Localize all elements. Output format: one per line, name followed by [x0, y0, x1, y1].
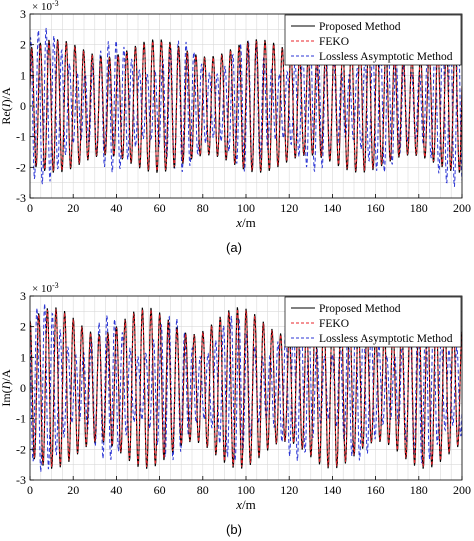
y-tick-label: -2 [16, 442, 26, 456]
legend-entry: Proposed Method [319, 21, 401, 33]
y-label-suffix: )/A [0, 369, 13, 385]
legend-entry: Lossless Asymptotic Method [319, 333, 453, 345]
y-tick-label: 2 [20, 38, 26, 52]
x-tick-label: 0 [27, 483, 33, 497]
exponent-base: × 10 [32, 283, 52, 295]
series-line-feko [30, 309, 462, 467]
legend-entry: Proposed Method [319, 303, 401, 315]
x-tick-label: 60 [154, 483, 166, 497]
y-tick-label: -1 [16, 130, 26, 144]
y-tick-label: -1 [16, 412, 26, 426]
legend-entry: FEKO [319, 36, 349, 48]
x-tick-label: 200 [453, 201, 471, 215]
chart-a: 0 20 40 60 80 100 120 140 160 180 200 -3 -2 -1 0 1 2 3 × 1… [0, 0, 471, 255]
x-tick-label: 120 [280, 483, 298, 497]
legend: Proposed Method FEKO Lossless Asymptotic M… [284, 296, 462, 348]
y-tick-label: -3 [16, 473, 26, 487]
x-axis-label: x/m [235, 497, 256, 512]
legend: Proposed Method FEKO Lossless Asymptotic M… [284, 14, 462, 66]
x-label-var: x [235, 215, 242, 230]
x-tick-label: 180 [410, 201, 428, 215]
series-group [30, 25, 462, 187]
x-tick-label: 80 [197, 201, 209, 215]
y-label-suffix: )/A [0, 87, 13, 103]
y-axis-label: Im(I)/A [0, 369, 13, 407]
x-tick-label: 140 [323, 483, 341, 497]
y-tick-label: 3 [20, 289, 26, 303]
legend-box [284, 296, 462, 348]
exponent-power: -3 [52, 0, 59, 8]
chart-b: 0 20 40 60 80 100 120 140 160 180 200 -3 -2 -1 0 1 2 3 × 1… [0, 281, 471, 537]
x-label-unit: /m [242, 497, 256, 512]
exponent-power: -3 [52, 281, 59, 290]
y-tick-label: 1 [20, 350, 26, 364]
legend-entry: Lossless Asymptotic Method [319, 51, 453, 63]
x-tick-label: 160 [367, 483, 385, 497]
x-tick-label: 120 [280, 201, 298, 215]
exponent-label: × 10-3 [32, 0, 59, 13]
legend-entry: FEKO [319, 318, 349, 330]
x-tick-label: 40 [110, 483, 122, 497]
legend-box [284, 14, 462, 66]
y-tick-label: 2 [20, 320, 26, 334]
x-tick-label: 20 [67, 201, 79, 215]
y-tick-label: 0 [20, 99, 26, 113]
y-tick-label: -2 [16, 160, 26, 174]
x-tick-label: 40 [110, 201, 122, 215]
x-tick-label: 0 [27, 201, 33, 215]
y-axis-label: Re(I)/A [0, 87, 13, 125]
series-line-feko [30, 40, 462, 172]
x-tick-label: 100 [237, 483, 255, 497]
y-tick-label: 1 [20, 68, 26, 82]
y-label-prefix: Re( [0, 107, 13, 124]
y-tick-label: 3 [20, 7, 26, 21]
x-tick-label: 140 [323, 201, 341, 215]
y-tick-label: -3 [16, 191, 26, 205]
y-tick-label: 0 [20, 381, 26, 395]
y-label-var: I [0, 384, 13, 390]
series-group [30, 303, 462, 473]
y-label-var: I [0, 102, 13, 108]
x-tick-label: 80 [197, 483, 209, 497]
x-tick-label: 200 [453, 483, 471, 497]
chart-caption: (b) [226, 522, 242, 537]
x-label-var: x [235, 497, 242, 512]
x-axis-label: x/m [235, 215, 256, 230]
x-tick-label: 160 [367, 201, 385, 215]
x-tick-label: 100 [237, 201, 255, 215]
y-label-prefix: Im( [0, 389, 13, 406]
exponent-label: × 10-3 [32, 281, 59, 295]
x-tick-label: 60 [154, 201, 166, 215]
x-label-unit: /m [242, 215, 256, 230]
exponent-base: × 10 [32, 1, 52, 13]
x-tick-label: 20 [67, 483, 79, 497]
series-line-proposed [30, 307, 462, 469]
chart-caption: (a) [226, 240, 242, 255]
series-line-lossless [30, 303, 462, 473]
x-tick-label: 180 [410, 483, 428, 497]
